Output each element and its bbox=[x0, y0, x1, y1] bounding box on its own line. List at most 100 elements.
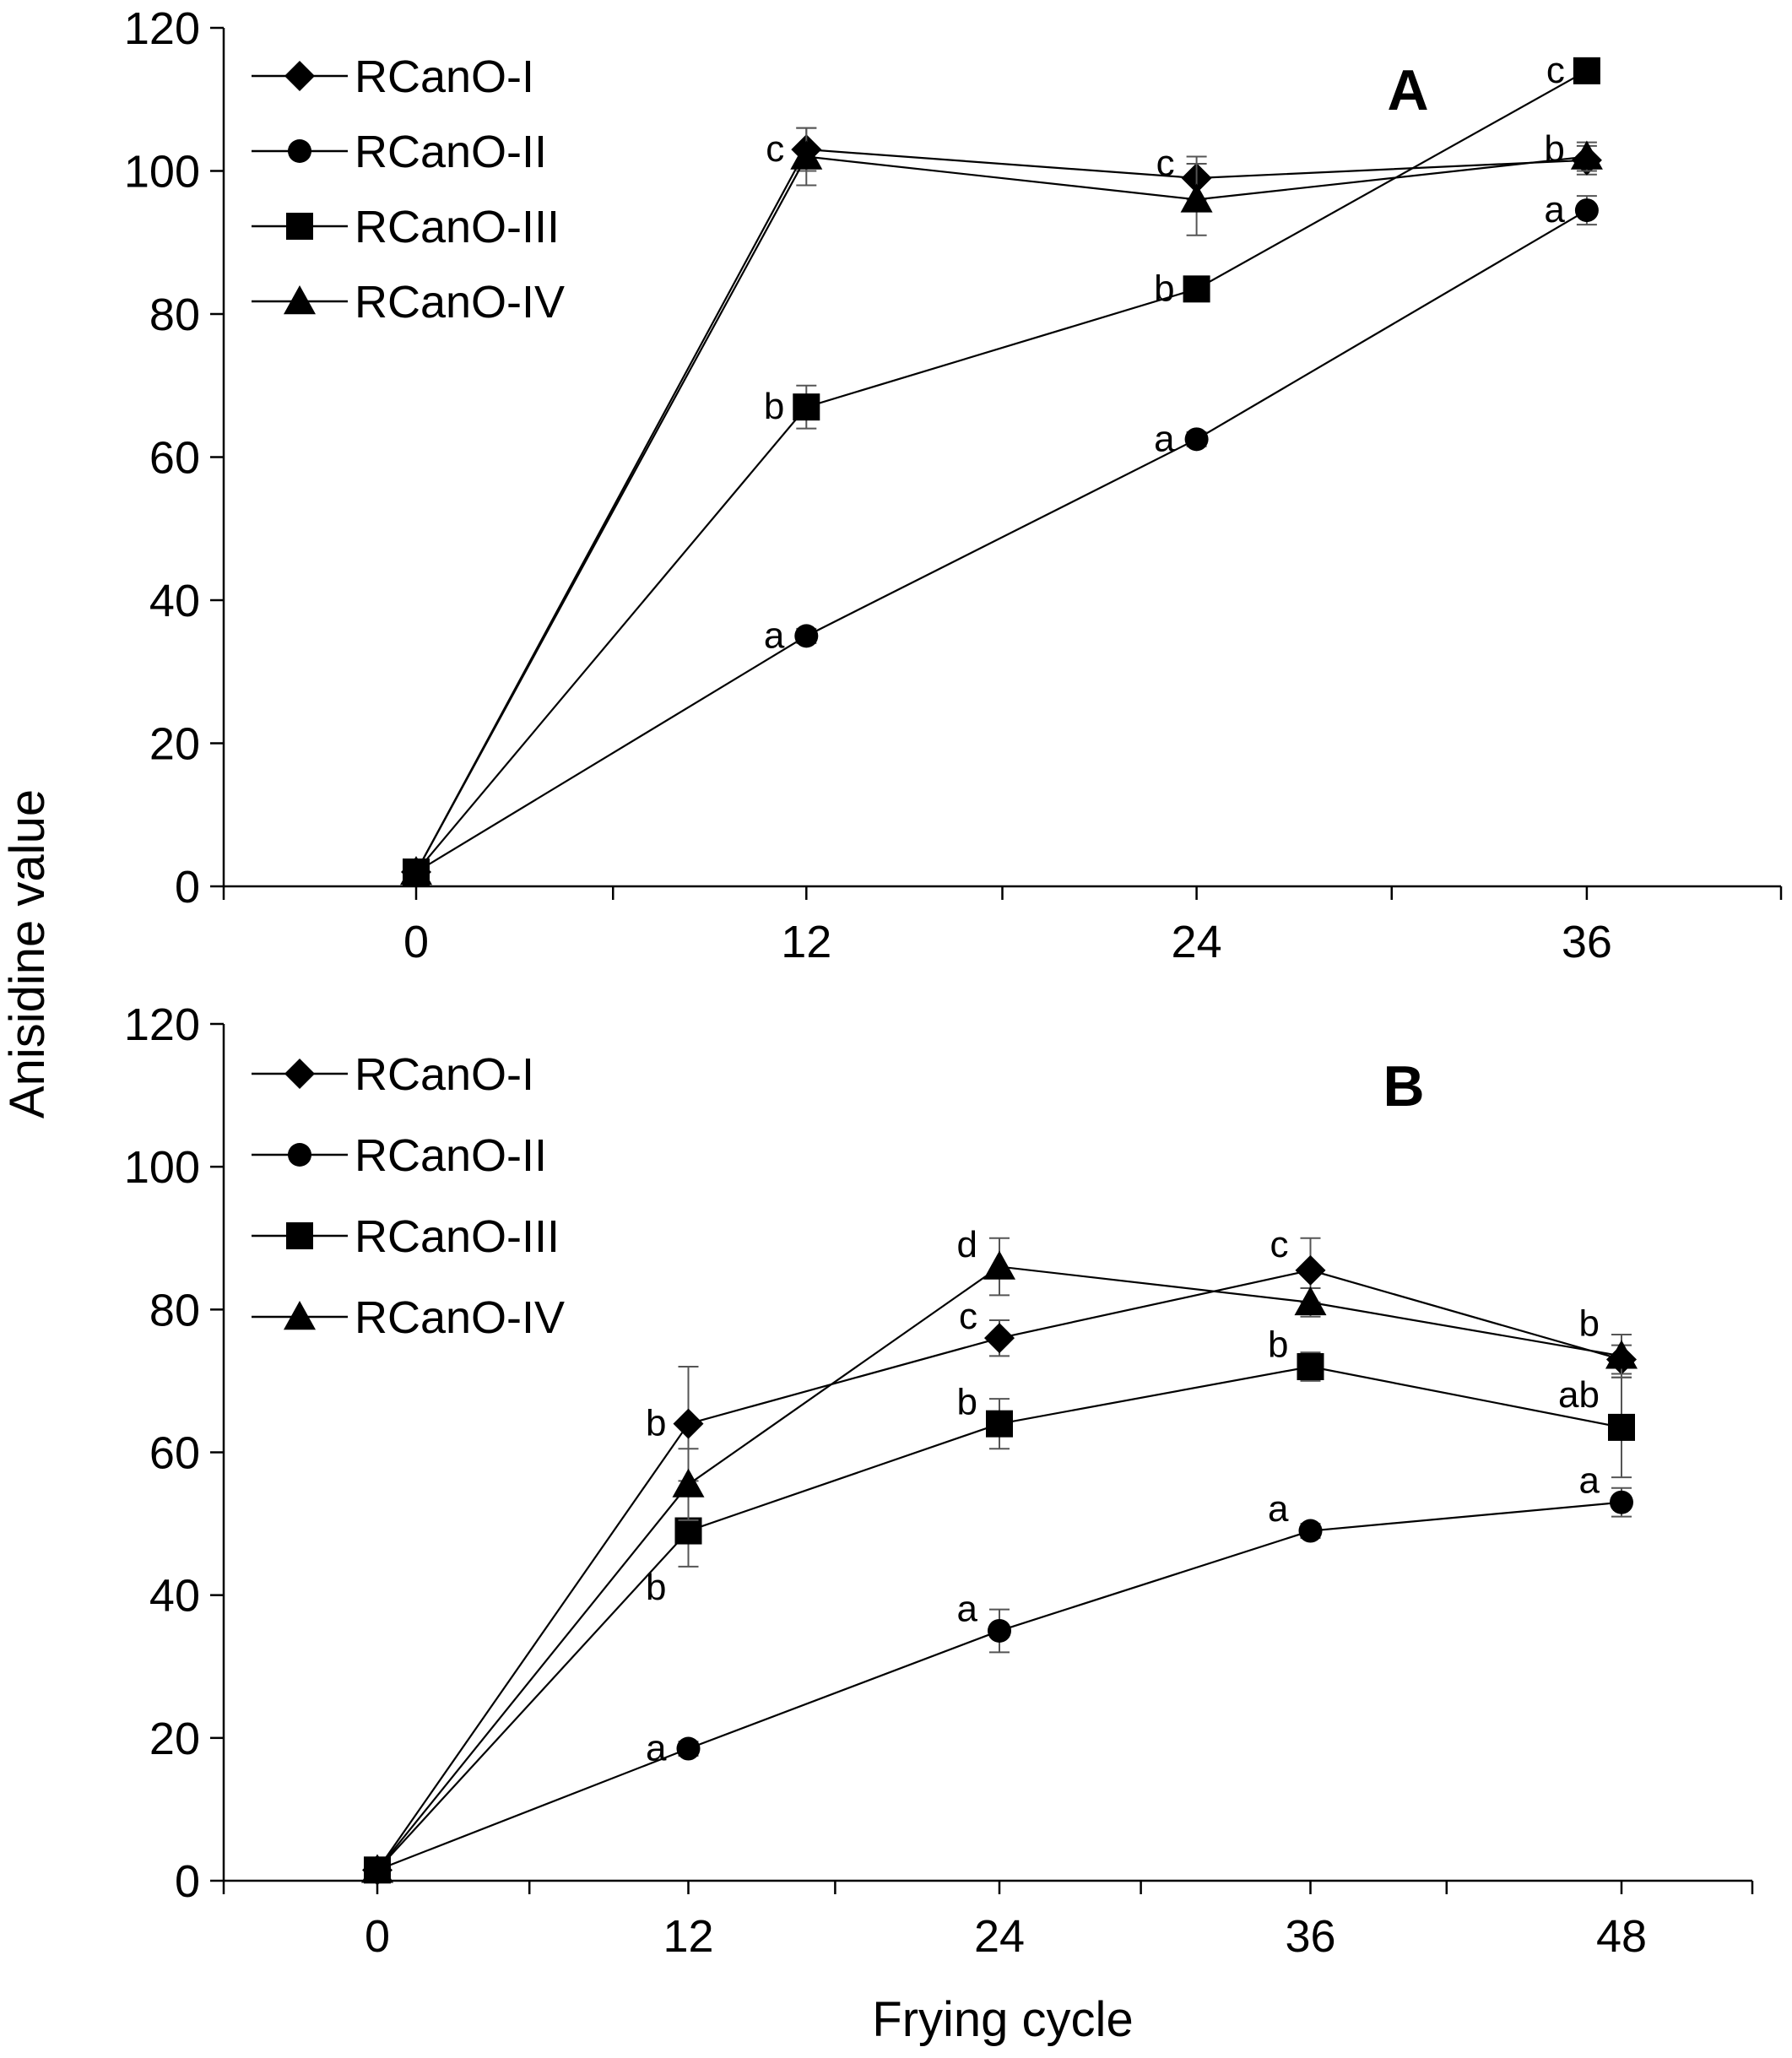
legend-item-RCanO-IV: RCanO-IV bbox=[252, 277, 565, 328]
significance-letter: a bbox=[1268, 1488, 1289, 1530]
triangle-marker bbox=[1180, 183, 1213, 213]
y-tick-label: 80 bbox=[149, 290, 200, 340]
circle-marker bbox=[676, 1736, 701, 1761]
x-tick-label: 0 bbox=[403, 917, 429, 967]
x-tick-label: 36 bbox=[1285, 1911, 1335, 1962]
significance-letter: ab bbox=[1558, 1374, 1600, 1416]
y-axis-title: Anisidine value bbox=[0, 789, 55, 1118]
triangle-marker bbox=[1605, 1340, 1638, 1369]
triangle-marker bbox=[790, 140, 823, 170]
legend-label: RCanO-IV bbox=[355, 277, 565, 328]
significance-letter: b bbox=[957, 1381, 977, 1422]
series-RCanO-III bbox=[403, 57, 1600, 886]
significance-letter: c bbox=[1546, 50, 1565, 91]
y-tick-label: 0 bbox=[175, 862, 200, 913]
panel-letter: A bbox=[1387, 58, 1428, 122]
significance-letter: a bbox=[1544, 189, 1565, 230]
significance-letter: b bbox=[646, 1567, 666, 1608]
legend-label: RCanO-II bbox=[355, 127, 547, 177]
x-axis-title: Frying cycle bbox=[872, 1992, 1133, 2047]
significance-letter: b bbox=[646, 1403, 666, 1444]
legend-label: RCanO-IV bbox=[355, 1292, 565, 1343]
x-tick-label: 24 bbox=[1172, 917, 1222, 967]
y-tick-label: 120 bbox=[124, 999, 200, 1050]
square-marker bbox=[986, 1410, 1013, 1438]
legend-item-RCanO-II: RCanO-II bbox=[252, 127, 547, 177]
triangle-marker bbox=[1570, 140, 1603, 170]
legend-item-RCanO-IV: RCanO-IV bbox=[252, 1292, 565, 1343]
y-tick-label: 100 bbox=[124, 147, 200, 198]
significance-letter: c bbox=[1156, 143, 1175, 184]
diamond-marker bbox=[1295, 1254, 1326, 1286]
series-RCanO-IV bbox=[400, 127, 1603, 885]
significance-letter: b bbox=[1544, 128, 1564, 170]
significance-letter: b bbox=[1268, 1324, 1288, 1366]
y-tick-label: 20 bbox=[149, 719, 200, 770]
triangle-marker bbox=[983, 1250, 1015, 1280]
legend-label: RCanO-II bbox=[355, 1130, 547, 1181]
significance-letter: c bbox=[766, 128, 784, 170]
x-tick-label: 48 bbox=[1596, 1911, 1647, 1962]
significance-letter: c bbox=[1270, 1224, 1289, 1265]
triangle-marker bbox=[400, 856, 432, 885]
legend-item-RCanO-III: RCanO-III bbox=[252, 202, 560, 252]
significance-letter: a bbox=[957, 1589, 978, 1630]
significance-letter: b bbox=[1579, 1302, 1600, 1344]
significance-letter: a bbox=[646, 1728, 667, 1769]
legend-item-RCanO-I: RCanO-I bbox=[252, 51, 534, 102]
x-tick-label: 12 bbox=[781, 917, 831, 967]
x-tick-label: 24 bbox=[974, 1911, 1025, 1962]
x-tick-label: 12 bbox=[663, 1911, 713, 1962]
circle-marker bbox=[1184, 427, 1209, 452]
circle-marker bbox=[1298, 1519, 1323, 1543]
square-marker bbox=[1573, 57, 1600, 84]
circle-marker bbox=[794, 624, 819, 648]
panel-letter: B bbox=[1383, 1054, 1424, 1118]
legend-triangle-marker bbox=[284, 1301, 316, 1330]
legend-square-marker bbox=[286, 1222, 313, 1249]
legend-item-RCanO-I: RCanO-I bbox=[252, 1049, 534, 1100]
significance-letter: a bbox=[1154, 418, 1175, 459]
legend-label: RCanO-III bbox=[355, 202, 560, 252]
y-tick-label: 80 bbox=[149, 1285, 200, 1335]
y-tick-label: 0 bbox=[175, 1856, 200, 1907]
series-line bbox=[415, 148, 1587, 873]
series-line bbox=[415, 69, 1588, 873]
triangle-marker bbox=[1294, 1286, 1327, 1316]
circle-marker bbox=[1574, 198, 1599, 223]
legend-label: RCanO-III bbox=[355, 1211, 560, 1262]
diamond-marker bbox=[673, 1408, 704, 1439]
significance-letter: b bbox=[1154, 268, 1174, 309]
x-tick-label: 36 bbox=[1562, 917, 1612, 967]
y-tick-label: 40 bbox=[149, 1571, 200, 1622]
legend-triangle-marker bbox=[284, 285, 316, 315]
legend-diamond-marker bbox=[284, 61, 315, 91]
significance-letter: a bbox=[1579, 1460, 1600, 1501]
legend-circle-marker bbox=[288, 139, 311, 163]
y-tick-label: 40 bbox=[149, 576, 200, 626]
significance-letter: b bbox=[764, 386, 784, 427]
circle-marker bbox=[988, 1618, 1011, 1643]
y-tick-label: 20 bbox=[149, 1714, 200, 1764]
legend-label: RCanO-I bbox=[355, 1049, 534, 1100]
series-RCanO-II bbox=[365, 1487, 1633, 1882]
y-tick-label: 120 bbox=[124, 3, 200, 54]
series-line bbox=[415, 209, 1588, 873]
square-marker bbox=[1297, 1353, 1324, 1380]
y-tick-label: 100 bbox=[124, 1142, 200, 1193]
triangle-marker bbox=[672, 1468, 705, 1497]
series-RCanO-III bbox=[364, 1351, 1635, 1884]
series-line bbox=[415, 155, 1588, 873]
diamond-marker bbox=[984, 1323, 1015, 1354]
y-tick-label: 60 bbox=[149, 1428, 200, 1479]
square-marker bbox=[674, 1517, 702, 1545]
triangle-marker bbox=[361, 1854, 393, 1883]
circle-marker bbox=[1610, 1490, 1633, 1514]
series-RCanO-IV bbox=[361, 1237, 1638, 1883]
significance-letter: d bbox=[957, 1224, 977, 1265]
legend-square-marker bbox=[286, 213, 313, 240]
